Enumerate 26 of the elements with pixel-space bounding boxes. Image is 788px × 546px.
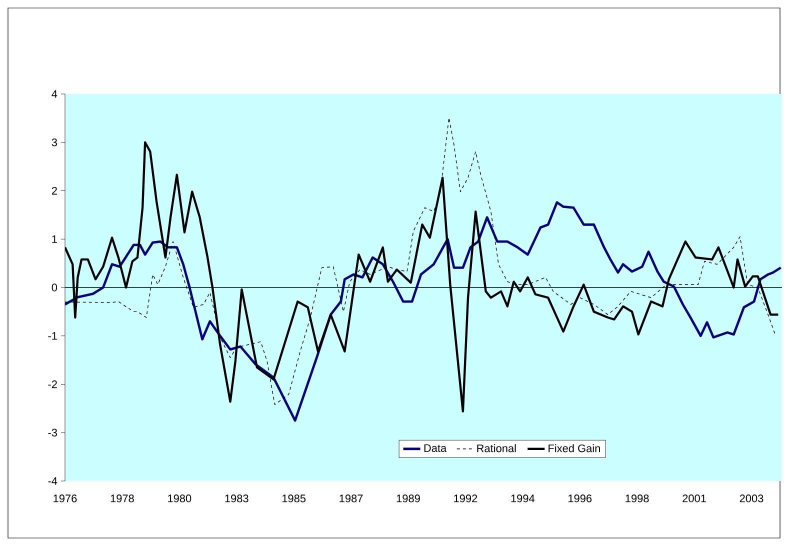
- line-series: [65, 201, 782, 422]
- x-tick-label: 1987: [340, 494, 363, 502]
- x-tick-label: 2003: [740, 494, 764, 502]
- x-tick-label: 1983: [225, 494, 248, 502]
- legend-label: Fixed Gain: [548, 444, 600, 452]
- x-tick-label: 1985: [282, 494, 306, 502]
- y-tick-label: 3: [52, 138, 58, 146]
- x-tick-label: 1978: [110, 494, 134, 502]
- y-tick-label: -3: [48, 428, 58, 437]
- y-tick-label: 2: [52, 186, 57, 195]
- x-tick-label: 1992: [454, 494, 478, 502]
- x-tick-label: 1994: [511, 494, 535, 502]
- x-tick-label: 1976: [54, 494, 77, 502]
- y-tick-label: 4: [52, 90, 58, 98]
- y-tick-label: -4: [48, 477, 58, 485]
- x-tick-label: 1989: [396, 494, 420, 502]
- y-tick-label: -1: [48, 332, 57, 340]
- x-tick-label: 1980: [168, 494, 192, 502]
- y-tick-label: 1: [52, 235, 57, 243]
- x-tick-label: 2001: [682, 494, 706, 502]
- y-tick-label: 0: [52, 284, 58, 292]
- legend-label: Data: [424, 444, 447, 452]
- y-tick-label: -2: [48, 380, 57, 388]
- x-tick-label: 1998: [626, 494, 649, 502]
- x-tick-label: 1996: [568, 494, 592, 502]
- legend-label: Rational: [477, 444, 516, 452]
